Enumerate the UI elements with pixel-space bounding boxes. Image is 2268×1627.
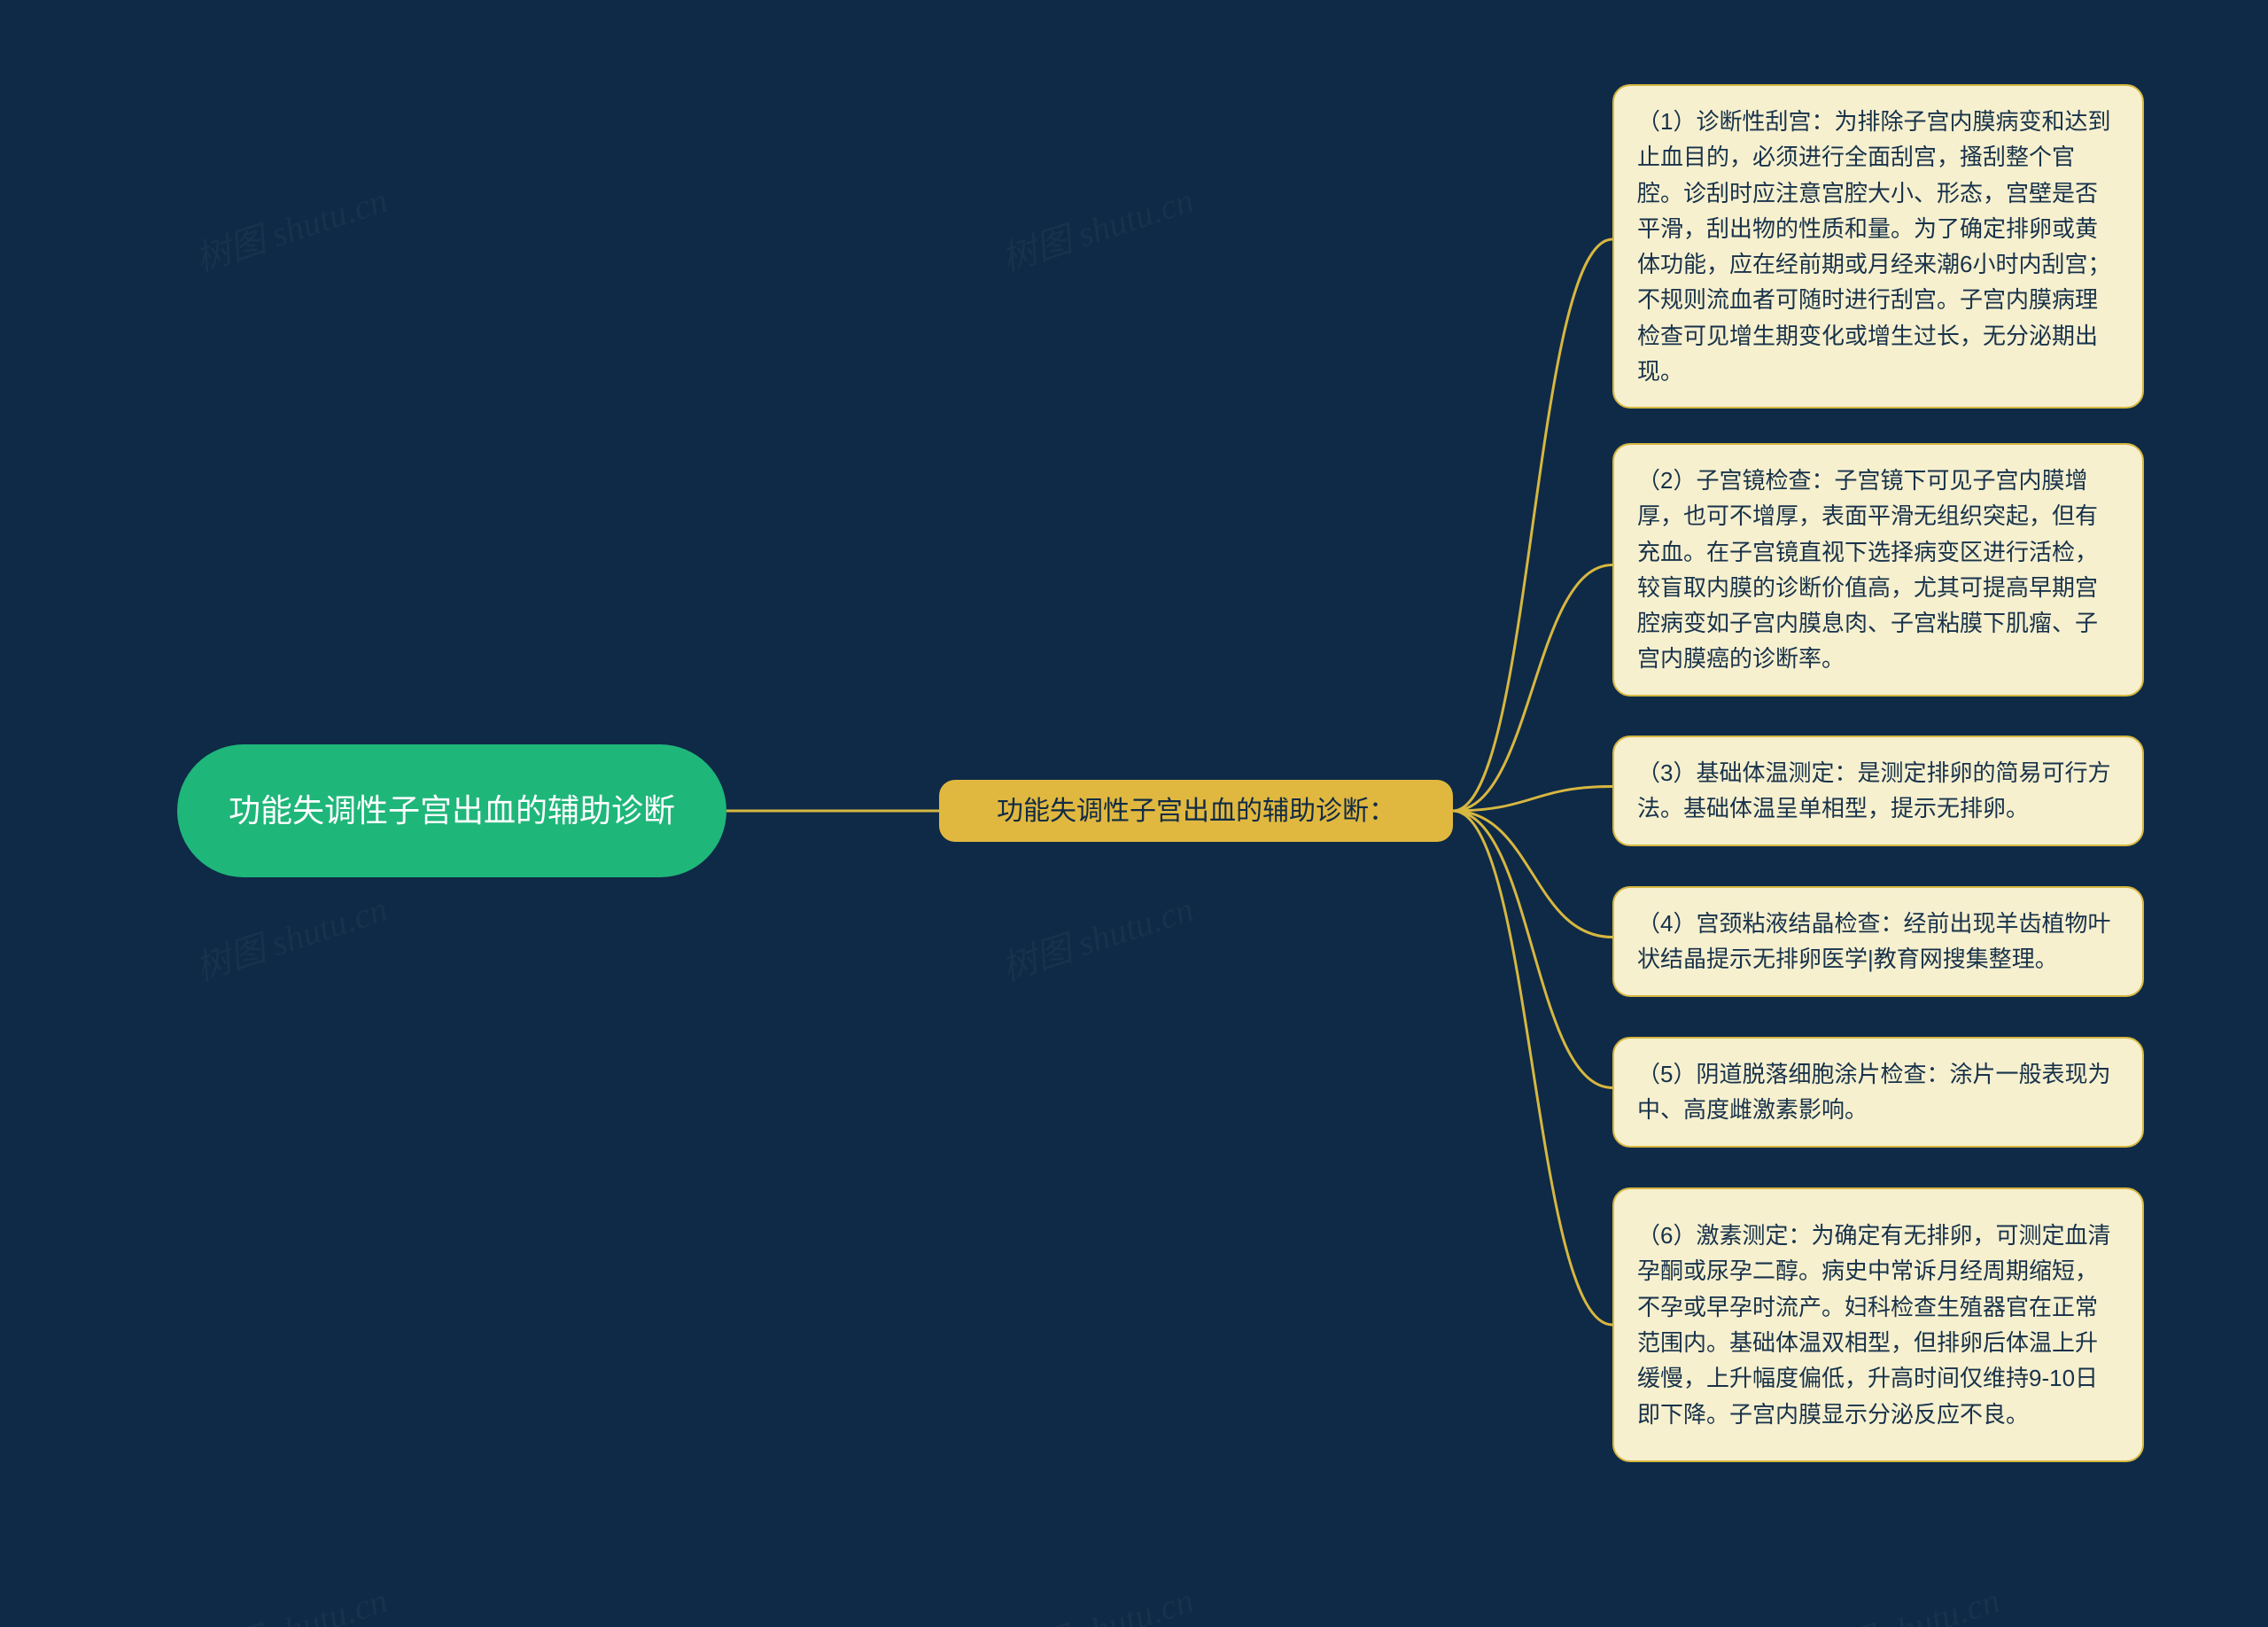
- connector: [1453, 565, 1612, 812]
- connector: [1453, 239, 1612, 811]
- leaf-node[interactable]: （6）激素测定：为确定有无排卵，可测定血清孕酮或尿孕二醇。病史中常诉月经周期缩短…: [1612, 1187, 2144, 1462]
- connector: [1453, 811, 1612, 1325]
- leaf-node[interactable]: （4）宫颈粘液结晶检查：经前出现羊齿植物叶状结晶提示无排卵医学|教育网搜集整理。: [1612, 886, 2144, 997]
- branch-node[interactable]: 功能失调性子宫出血的辅助诊断：: [939, 780, 1453, 842]
- connector: [1453, 811, 1612, 1088]
- leaf-node[interactable]: （5）阴道脱落细胞涂片检查：涂片一般表现为中、高度雌激素影响。: [1612, 1037, 2144, 1148]
- mindmap-canvas: 树图 shutu.cn树图 shutu.cn树图 shutu.cn树图 shut…: [0, 0, 2268, 1627]
- leaf-node[interactable]: （1）诊断性刮宫：为排除子宫内膜病变和达到止血目的，必须进行全面刮宫，搔刮整个官…: [1612, 84, 2144, 409]
- leaf-node[interactable]: （3）基础体温测定：是测定排卵的简易可行方法。基础体温呈单相型，提示无排卵。: [1612, 736, 2144, 846]
- root-node[interactable]: 功能失调性子宫出血的辅助诊断: [177, 744, 726, 877]
- leaf-node[interactable]: （2）子宫镜检查：子宫镜下可见子宫内膜增厚，也可不增厚，表面平滑无组织突起，但有…: [1612, 443, 2144, 697]
